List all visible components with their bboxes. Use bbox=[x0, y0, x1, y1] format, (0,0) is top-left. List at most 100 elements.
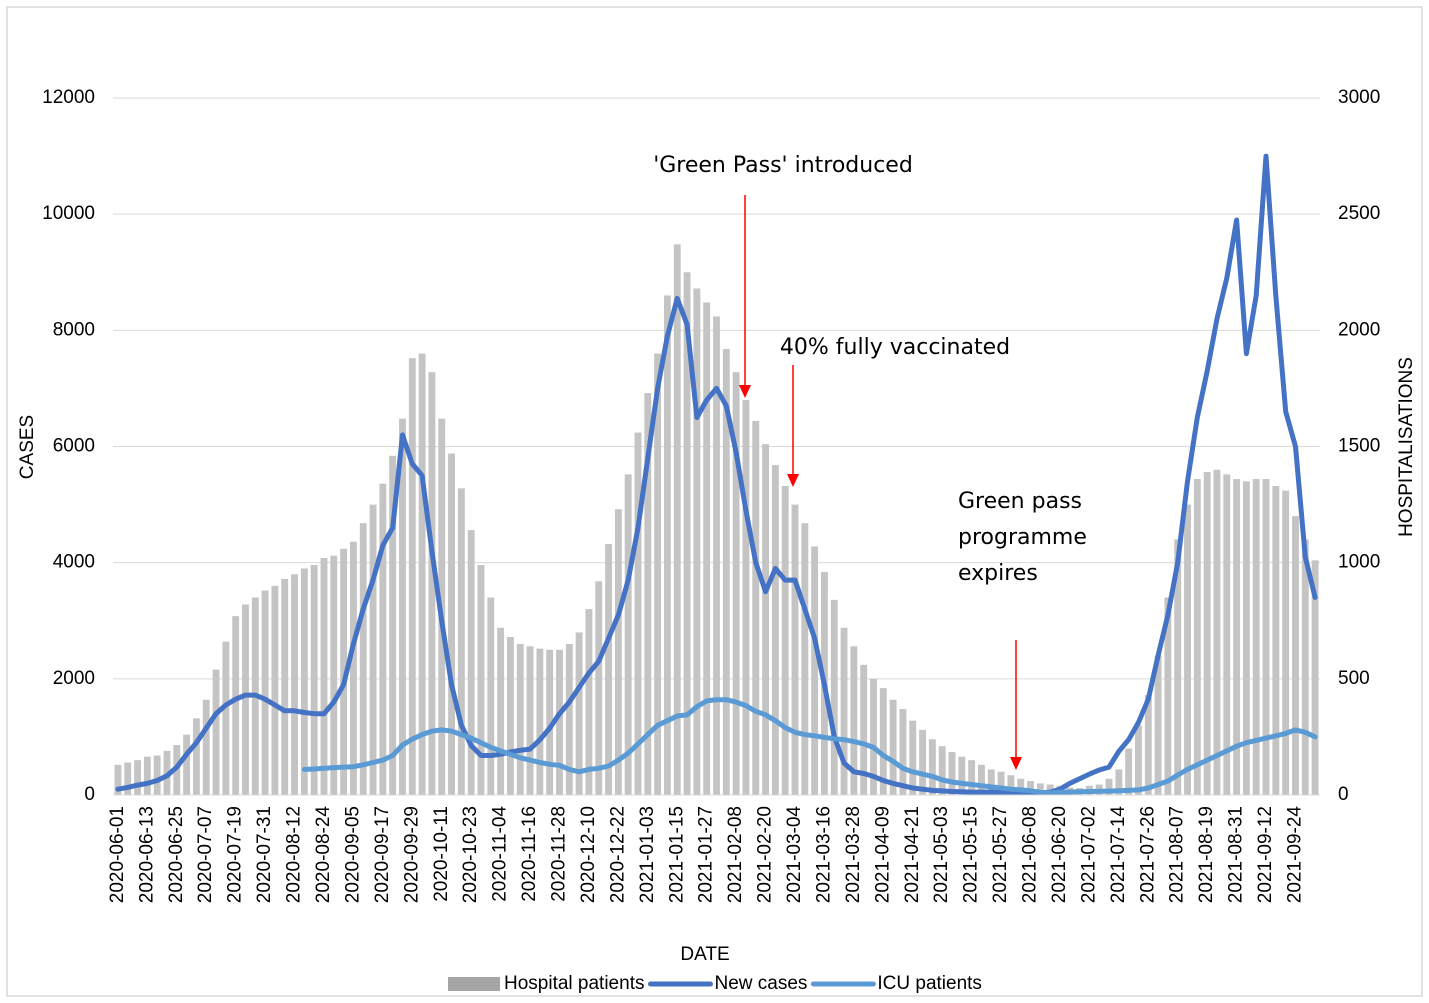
bar bbox=[595, 581, 603, 795]
x-tick-label: 2021-08-19 bbox=[1196, 806, 1217, 903]
bar bbox=[359, 523, 367, 795]
bar bbox=[487, 597, 495, 795]
bar bbox=[624, 474, 632, 795]
x-tick-label: 2021-01-03 bbox=[637, 806, 658, 903]
bar bbox=[771, 465, 779, 795]
bar bbox=[899, 709, 907, 795]
bar bbox=[497, 627, 505, 795]
bar bbox=[389, 455, 397, 795]
bar bbox=[605, 544, 612, 795]
bar bbox=[477, 564, 485, 795]
bar bbox=[752, 420, 760, 795]
bar bbox=[242, 604, 249, 795]
x-tick-label: 2021-01-15 bbox=[666, 806, 687, 903]
x-tick-label: 2020-10-23 bbox=[460, 806, 481, 903]
bar bbox=[713, 316, 720, 795]
bar bbox=[261, 590, 269, 795]
bar bbox=[968, 760, 976, 795]
bar bbox=[948, 752, 956, 795]
y-tick-label: 4000 bbox=[53, 552, 95, 573]
x-tick-label: 2020-09-29 bbox=[401, 806, 422, 903]
bar bbox=[1301, 539, 1309, 795]
bar bbox=[369, 504, 377, 795]
bar bbox=[673, 244, 681, 795]
bar bbox=[300, 568, 308, 795]
legend-label: Hospital patients bbox=[504, 973, 644, 994]
bar bbox=[467, 530, 475, 795]
bar bbox=[271, 585, 279, 795]
bar bbox=[399, 418, 406, 795]
x-tick-label: 2020-07-07 bbox=[195, 806, 216, 903]
bar bbox=[222, 641, 230, 795]
bar bbox=[801, 523, 809, 795]
bar bbox=[742, 400, 750, 795]
legend-label: New cases bbox=[714, 973, 807, 994]
x-tick-label: 2021-04-09 bbox=[872, 806, 893, 903]
annotation-text: Green pass bbox=[958, 489, 1082, 514]
x-tick-label: 2021-06-08 bbox=[1020, 806, 1041, 903]
bar bbox=[1203, 472, 1211, 795]
legend-swatch bbox=[448, 977, 500, 991]
x-tick-label: 2021-06-20 bbox=[1049, 806, 1070, 903]
x-tick-label: 2021-02-20 bbox=[755, 806, 776, 903]
x-tick-label: 2020-09-05 bbox=[342, 806, 363, 903]
bar bbox=[1154, 655, 1162, 795]
annotation-text: 'Green Pass' introduced bbox=[653, 153, 913, 178]
x-tick-label: 2021-05-15 bbox=[961, 806, 982, 903]
bar bbox=[722, 348, 730, 795]
bar bbox=[291, 574, 298, 795]
x-axis-title: DATE bbox=[680, 944, 729, 965]
x-tick-label: 2021-09-12 bbox=[1255, 806, 1276, 903]
x-tick-label: 2021-07-26 bbox=[1137, 806, 1158, 903]
bar bbox=[1242, 481, 1250, 795]
bar bbox=[379, 483, 387, 795]
legend: Hospital patients New cases ICU patients bbox=[448, 973, 982, 994]
bar bbox=[143, 756, 151, 795]
bar bbox=[340, 548, 348, 795]
bar bbox=[703, 302, 711, 795]
bar bbox=[330, 555, 338, 795]
y-axis-title: CASES bbox=[17, 415, 38, 479]
y-tick-label: 6000 bbox=[53, 436, 95, 457]
y-tick-label: 12000 bbox=[42, 87, 95, 108]
bar bbox=[850, 646, 858, 795]
bar bbox=[928, 739, 936, 795]
bar bbox=[987, 769, 995, 795]
y2-tick-label: 3000 bbox=[1338, 87, 1380, 108]
bar bbox=[1125, 748, 1133, 795]
x-tick-label: 2021-08-07 bbox=[1167, 806, 1188, 903]
bar bbox=[536, 648, 544, 795]
bar bbox=[546, 649, 554, 795]
y-tick-label: 2000 bbox=[53, 668, 95, 689]
bar bbox=[830, 599, 838, 795]
bar bbox=[575, 632, 583, 795]
bar bbox=[1036, 783, 1044, 795]
bar bbox=[1017, 778, 1025, 795]
bar bbox=[997, 771, 1005, 795]
x-tick-label: 2020-07-31 bbox=[254, 806, 275, 903]
y2-tick-label: 2000 bbox=[1338, 319, 1380, 340]
bar bbox=[781, 485, 789, 795]
bar bbox=[1164, 597, 1172, 795]
bar bbox=[644, 393, 652, 795]
x-tick-label: 2020-06-25 bbox=[166, 806, 187, 903]
bar bbox=[448, 453, 455, 795]
bar bbox=[1115, 769, 1123, 795]
x-tick-label: 2021-01-27 bbox=[696, 806, 717, 903]
annotation-arrowhead bbox=[739, 385, 751, 398]
bar bbox=[585, 609, 593, 795]
bar bbox=[938, 746, 946, 795]
bar bbox=[1144, 695, 1152, 795]
bar bbox=[1007, 775, 1015, 795]
bar bbox=[958, 756, 966, 795]
bar bbox=[919, 729, 927, 795]
line bbox=[115, 153, 1318, 796]
bar bbox=[212, 669, 220, 795]
bar bbox=[418, 353, 426, 795]
x-tick-label: 2021-09-24 bbox=[1284, 806, 1305, 904]
x-tick-label: 2020-12-10 bbox=[578, 806, 599, 903]
y2-axis-title: HOSPITALISATIONS bbox=[1396, 357, 1417, 537]
bar bbox=[526, 646, 534, 795]
bar bbox=[1027, 781, 1034, 795]
x-tick-label: 2021-04-21 bbox=[902, 806, 923, 903]
